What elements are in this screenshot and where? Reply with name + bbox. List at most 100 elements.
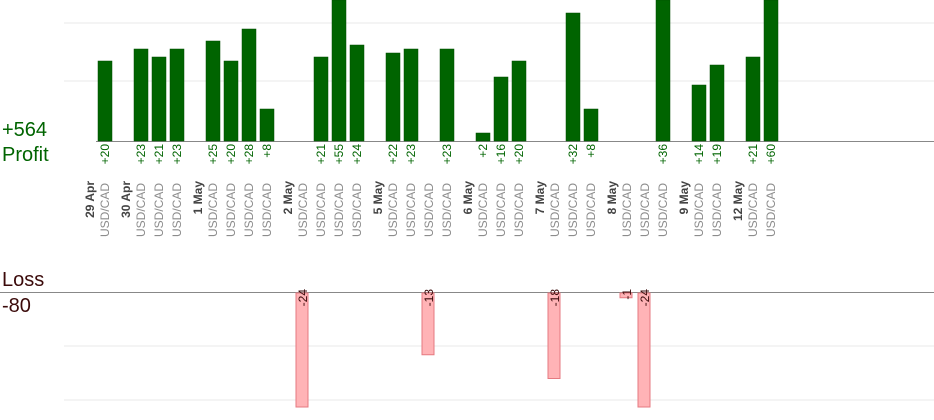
- date-label: 9 May: [677, 181, 691, 215]
- profit-value-label: +8: [584, 144, 598, 158]
- pair-label: USD/CAD: [692, 183, 706, 237]
- profit-value-label: +32: [566, 144, 580, 165]
- pair-label: USD/CAD: [386, 183, 400, 237]
- profit-bar: [511, 60, 527, 142]
- profit-label: Profit: [2, 144, 49, 166]
- loss-value-label: -18: [548, 289, 562, 307]
- profit-value-label: +28: [242, 144, 256, 165]
- profit-bar: [313, 56, 329, 142]
- profit-value-label: +23: [404, 144, 418, 165]
- profit-bar: [97, 60, 113, 142]
- loss-total: -80: [2, 295, 31, 317]
- profit-value-label: +60: [764, 144, 778, 165]
- profit-bar: [691, 84, 707, 142]
- date-label: 7 May: [533, 181, 547, 215]
- date-label: 5 May: [371, 181, 385, 215]
- profit-value-label: +22: [386, 144, 400, 165]
- pair-label: USD/CAD: [584, 183, 598, 237]
- pair-label: USD/CAD: [440, 183, 454, 237]
- profit-bar: [583, 108, 599, 142]
- profit-bar: [349, 44, 365, 142]
- profit-bar: [169, 48, 185, 142]
- profit-value-label: +36: [656, 144, 670, 165]
- profit-bar: [565, 12, 581, 142]
- pair-label: USD/CAD: [404, 183, 418, 237]
- profit-bar: [385, 52, 401, 142]
- profit-bar: [223, 60, 239, 142]
- loss-value-label: -24: [638, 289, 652, 307]
- profit-value-label: +21: [152, 144, 166, 165]
- pair-label: USD/CAD: [764, 183, 778, 237]
- profit-value-label: +25: [206, 144, 220, 165]
- profit-value-label: +16: [494, 144, 508, 165]
- profit-value-label: +23: [440, 144, 454, 165]
- loss-value-label: -24: [296, 289, 310, 307]
- pair-label: USD/CAD: [638, 183, 652, 237]
- pair-label: USD/CAD: [134, 183, 148, 237]
- profit-value-label: +20: [98, 144, 112, 165]
- pair-label: USD/CAD: [710, 183, 724, 237]
- profit-value-label: +8: [260, 144, 274, 158]
- profit-bar: [439, 48, 455, 142]
- date-label: 8 May: [605, 181, 619, 215]
- pair-label: USD/CAD: [314, 183, 328, 237]
- pair-label: USD/CAD: [476, 183, 490, 237]
- profit-bar: [403, 48, 419, 142]
- pair-label: USD/CAD: [260, 183, 274, 237]
- profit-bar: [241, 28, 257, 142]
- pair-label: USD/CAD: [332, 183, 346, 237]
- pair-label: USD/CAD: [512, 183, 526, 237]
- profit-bar: [133, 48, 149, 142]
- profit-value-label: +2: [476, 144, 490, 158]
- profit-value-label: +55: [332, 144, 346, 165]
- pair-label: USD/CAD: [206, 183, 220, 237]
- profit-bar: [763, 0, 779, 142]
- pair-label: USD/CAD: [350, 183, 364, 237]
- profit-bar: [655, 0, 671, 142]
- profit-bar: [709, 64, 725, 142]
- loss-bar: [637, 292, 651, 408]
- profit-value-label: +20: [224, 144, 238, 165]
- pair-label: USD/CAD: [494, 183, 508, 237]
- pair-label: USD/CAD: [242, 183, 256, 237]
- pair-label: USD/CAD: [296, 183, 310, 237]
- pair-label: USD/CAD: [620, 183, 634, 237]
- loss-bar: [295, 292, 309, 408]
- profit-value-label: +23: [134, 144, 148, 165]
- date-label: 12 May: [731, 181, 745, 221]
- profit-value-label: +19: [710, 144, 724, 165]
- date-label: 2 May: [281, 181, 295, 215]
- pair-label: USD/CAD: [656, 183, 670, 237]
- loss-bar: [547, 292, 561, 379]
- profit-value-label: +21: [746, 144, 760, 165]
- profit-bar: [205, 40, 221, 142]
- pair-label: USD/CAD: [170, 183, 184, 237]
- profit-value-label: +24: [350, 144, 364, 165]
- date-label: 30 Apr: [119, 181, 133, 218]
- loss-bar: [619, 292, 633, 299]
- pair-label: USD/CAD: [746, 183, 760, 237]
- pair-label: USD/CAD: [548, 183, 562, 237]
- loss-value-label: -1: [620, 289, 634, 300]
- profit-total: +564: [2, 119, 48, 141]
- profit-value-label: +21: [314, 144, 328, 165]
- profit-bar: [493, 76, 509, 142]
- loss-label: Loss: [2, 269, 45, 291]
- date-label: 6 May: [461, 181, 475, 215]
- pair-label: USD/CAD: [224, 183, 238, 237]
- profit-bar: [259, 108, 275, 142]
- profit-bar: [745, 56, 761, 142]
- profit-bar: [151, 56, 167, 142]
- pair-label: USD/CAD: [566, 183, 580, 237]
- loss-value-label: -13: [422, 289, 436, 307]
- profit-value-label: +14: [692, 144, 706, 165]
- date-label: 29 Apr: [83, 181, 97, 218]
- profit-bar: [331, 0, 347, 142]
- profit-bar: [475, 132, 491, 142]
- loss-bar: [421, 292, 435, 356]
- pair-label: USD/CAD: [152, 183, 166, 237]
- profit-value-label: +23: [170, 144, 184, 165]
- pair-label: USD/CAD: [98, 183, 112, 237]
- pair-label: USD/CAD: [422, 183, 436, 237]
